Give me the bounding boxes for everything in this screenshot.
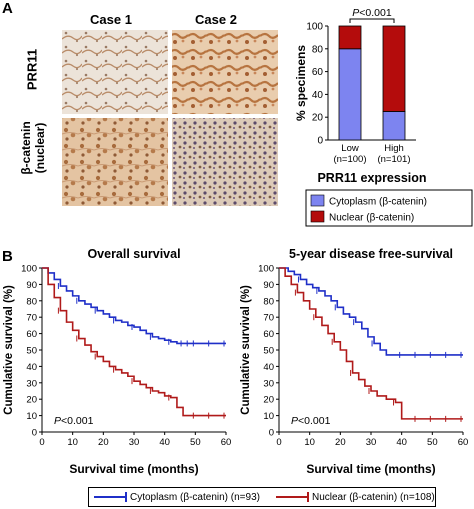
x-tick-label: 60	[221, 437, 232, 448]
bar-segment	[382, 111, 406, 141]
x-tick-label: 40	[396, 437, 407, 448]
panel-b-letter: B	[2, 248, 13, 265]
y-tick-label: 40	[26, 362, 37, 373]
bar-legend-box	[305, 189, 473, 227]
bar-segment	[338, 48, 362, 141]
y-tick-label: 90	[263, 280, 274, 291]
y-tick-label: 80	[26, 296, 37, 307]
y-tick-label: 60	[26, 329, 37, 340]
significance-label: P<0.001	[352, 7, 392, 19]
x-category-label: High	[384, 143, 404, 154]
y-tick-label: 0	[317, 136, 323, 147]
y-tick-label: 30	[26, 378, 37, 389]
x-tick-label: 10	[67, 437, 78, 448]
y-tick-label: 100	[21, 264, 37, 275]
y-tick-label: 70	[26, 313, 37, 324]
y-tick-label: 100	[306, 22, 323, 33]
bar-segment	[382, 25, 406, 112]
y-tick-label: 60	[263, 329, 274, 340]
y-tick-label: 80	[263, 296, 274, 307]
micrograph-prr11-case-2	[172, 30, 278, 114]
y-tick-label: 10	[26, 411, 37, 422]
y-axis-label: % specimens	[294, 45, 308, 121]
survival-curve	[42, 267, 226, 345]
legend-swatch	[310, 194, 325, 207]
x-tick-label: 50	[427, 437, 438, 448]
legend-label: Cytoplasm (β-catenin)	[329, 197, 427, 208]
y-tick-label: 10	[263, 411, 274, 422]
survival-curve	[279, 267, 463, 420]
x-axis-label: Survival time (months)	[69, 462, 198, 476]
x-axis-label: PRR11 expression	[317, 171, 426, 185]
x-tick-label: 0	[276, 437, 281, 448]
y-tick-label: 20	[263, 395, 274, 406]
micrograph-beta-catenin-case-2	[172, 118, 278, 206]
y-tick-label: 60	[312, 67, 324, 78]
y-tick-label: 0	[32, 428, 37, 439]
y-tick-label: 80	[312, 44, 324, 55]
y-tick-label: 40	[263, 362, 274, 373]
y-axis-label: Cumulative survival (%)	[240, 285, 252, 415]
survival-curve	[279, 267, 463, 356]
disease-free-survival-chart: 5-year disease free-survival 0 10 20 30 40 50 6…	[240, 247, 469, 476]
y-tick-label: 50	[26, 346, 37, 357]
x-tick-label: 0	[39, 437, 44, 448]
row-label-beta-catenin: β-catenin (nuclear)	[19, 121, 47, 175]
y-tick-label: 0	[269, 428, 274, 439]
x-tick-label: 40	[159, 437, 170, 448]
y-axis-label: Cumulative survival (%)	[3, 285, 15, 415]
y-tick-label: 30	[263, 378, 274, 389]
p-value-annotation: P<0.001	[54, 415, 94, 427]
panel-a-letter: A	[2, 0, 13, 17]
significance-bracket	[349, 18, 395, 23]
x-tick-label: 20	[98, 437, 109, 448]
x-tick-label: 30	[129, 437, 140, 448]
p-value-annotation: P<0.001	[291, 415, 331, 427]
micrograph-prr11-case-1	[62, 30, 168, 114]
x-tick-label: 20	[335, 437, 346, 448]
x-category-label: (n=101)	[377, 154, 410, 165]
overall-survival-chart: Overall survival 0 10 20 30 40 50 60 70 80 90 100 0 1…	[3, 247, 232, 476]
legend-cytoplasm-swatch	[94, 492, 127, 502]
legend-nuclear-label: Nuclear (β-catenin) (n=108)	[311, 491, 435, 503]
y-tick-label: 90	[26, 280, 37, 291]
x-tick-label: 10	[304, 437, 315, 448]
x-category-label: Low	[341, 143, 359, 154]
micrograph-grid	[62, 30, 278, 206]
survival-curve	[42, 267, 226, 417]
x-axis-label: Survival time (months)	[306, 462, 435, 476]
micrograph-beta-catenin-case-1	[62, 118, 168, 206]
y-tick-label: 20	[312, 113, 324, 124]
stacked-bar-chart: 0 20 40 60 80 100 Low(n=100) High(n=101) P<0.001…	[294, 7, 473, 227]
x-tick-label: 30	[366, 437, 377, 448]
legend-nuclear-swatch	[275, 492, 309, 502]
legend-cytoplasm-label: Cytoplasm (β-catenin) (n=93)	[130, 491, 260, 503]
survival-legend: Cytoplasm (β-catenin) (n=93) Nuclear (β-…	[88, 487, 436, 507]
chart-title: Overall survival	[87, 247, 180, 261]
y-tick-label: 70	[263, 313, 274, 324]
y-tick-label: 40	[312, 90, 324, 101]
x-tick-label: 50	[190, 437, 201, 448]
bar-segment	[338, 25, 362, 50]
chart-title: 5-year disease free-survival	[289, 247, 453, 261]
y-tick-label: 20	[26, 395, 37, 406]
column-label-case-2: Case 2	[195, 12, 237, 27]
y-tick-label: 100	[258, 264, 274, 275]
y-tick-label: 50	[263, 346, 274, 357]
row-label-prr11: PRR11	[24, 48, 40, 91]
legend-swatch	[310, 210, 325, 223]
x-tick-label: 60	[458, 437, 469, 448]
legend-label: Nuclear (β-catenin)	[329, 213, 414, 224]
column-label-case-1: Case 1	[90, 12, 132, 27]
x-category-label: (n=100)	[333, 154, 366, 165]
